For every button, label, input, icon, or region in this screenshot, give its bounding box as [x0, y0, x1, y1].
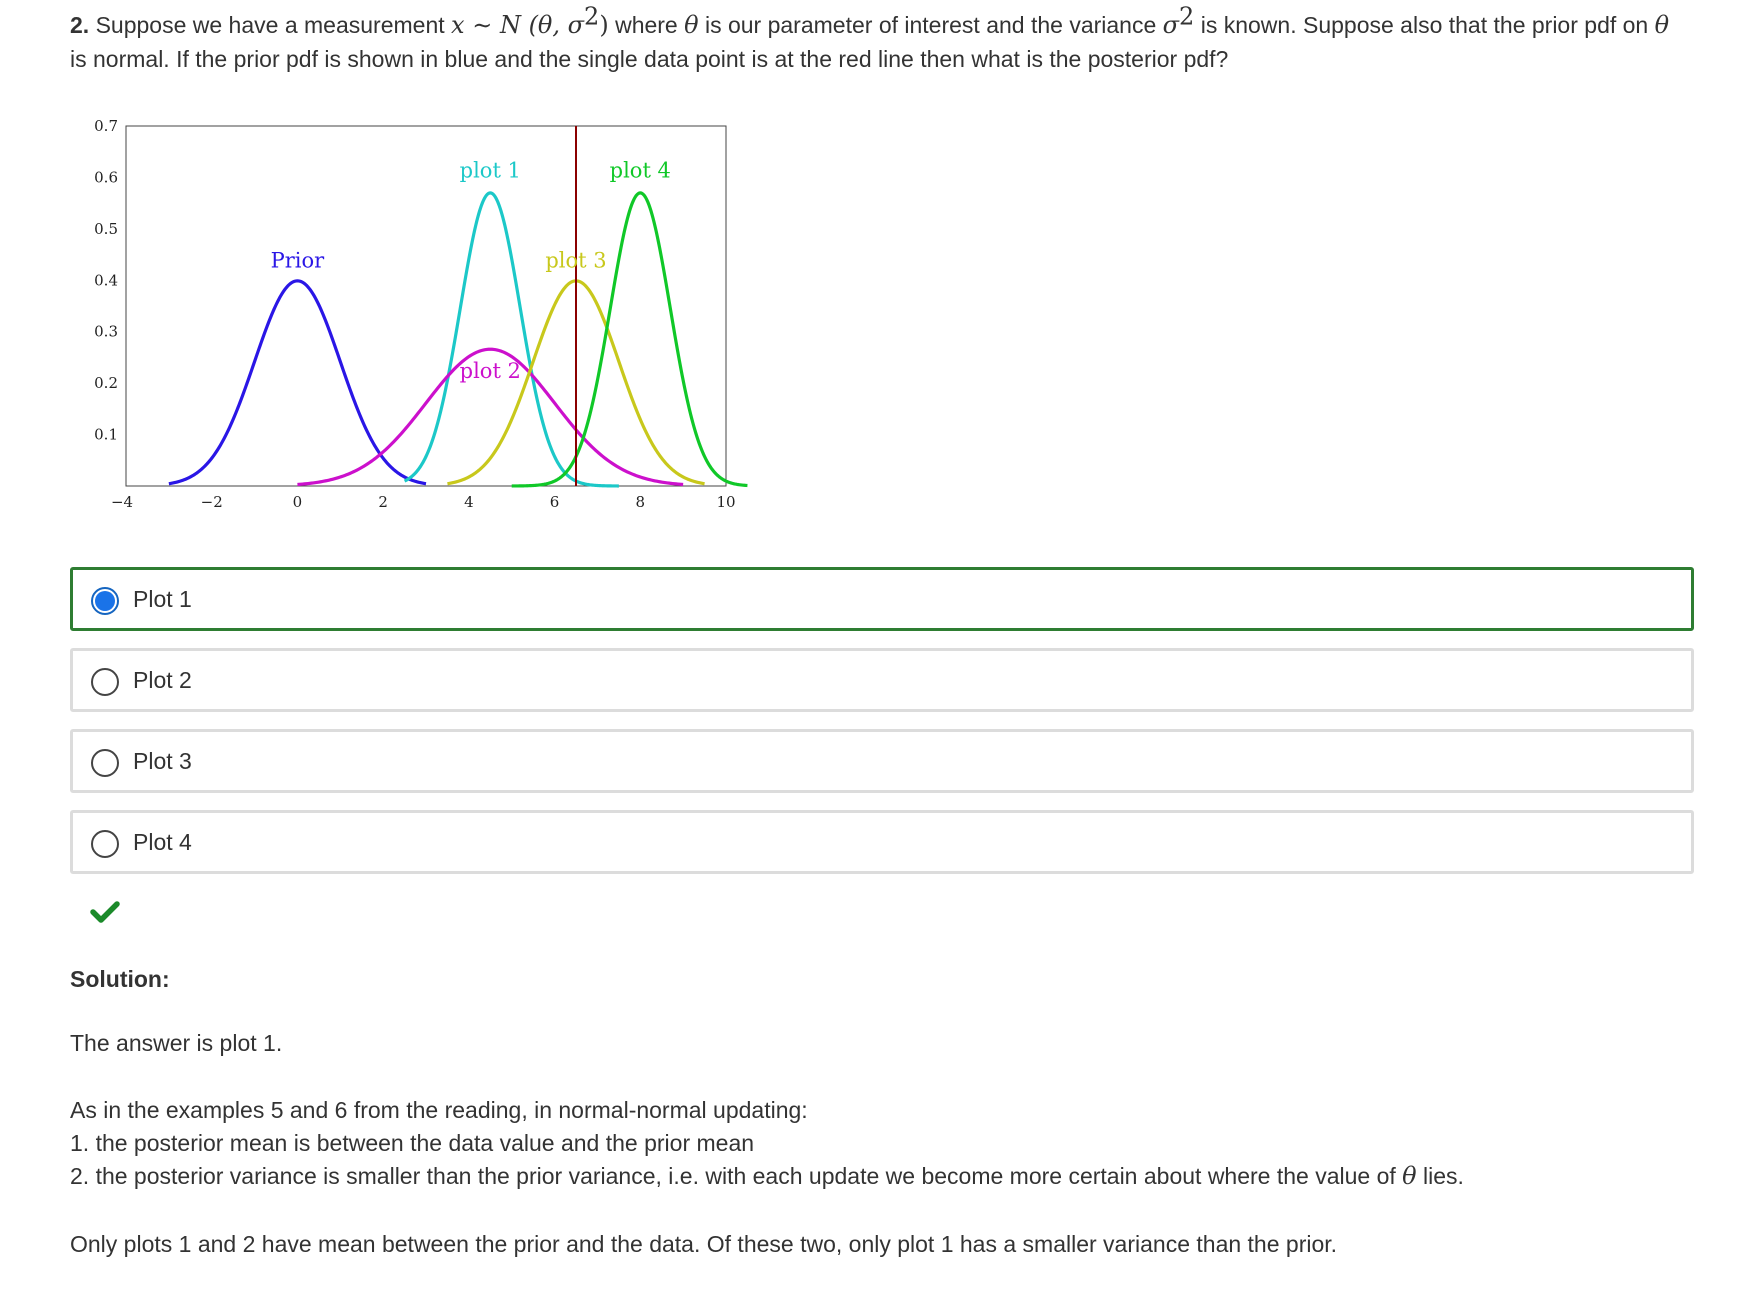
option-label: Plot 1 [133, 586, 192, 612]
curve-plot-1 [403, 191, 619, 488]
x-tick-label: 0 [293, 493, 303, 511]
option-plot-3[interactable]: Plot 3 [70, 729, 1694, 793]
curve-plot-2 [297, 347, 684, 487]
curve-label-plot-2: plot 2 [460, 359, 521, 383]
x-tick-label: 2 [378, 493, 388, 511]
curve-label-prior: Prior [271, 248, 326, 272]
solution-conclusion: Only plots 1 and 2 have mean between the… [70, 1231, 1338, 1257]
option-plot-2[interactable]: Plot 2 [70, 648, 1694, 712]
radio-button[interactable] [91, 668, 119, 696]
option-label: Plot 4 [133, 829, 192, 855]
option-label: Plot 2 [133, 667, 192, 693]
y-tick-label: 0.2 [94, 374, 118, 392]
x-tick-label: −4 [111, 493, 133, 511]
solution-intro: As in the examples 5 and 6 from the read… [70, 1097, 808, 1123]
radio-button[interactable] [91, 749, 119, 777]
x-tick-label: 8 [636, 493, 646, 511]
question-number: 2. [70, 12, 90, 38]
x-tick-label: −2 [201, 493, 223, 511]
y-tick-label: 0.7 [94, 117, 118, 135]
solution-title: Solution: [70, 966, 170, 992]
curve-label-plot-3: plot 3 [545, 248, 606, 272]
curve-plot-4 [511, 191, 748, 488]
y-tick-label: 0.1 [94, 426, 118, 444]
x-tick-label: 10 [716, 493, 735, 511]
curve-label-plot-1: plot 1 [460, 158, 521, 182]
y-tick-label: 0.6 [94, 168, 118, 186]
x-tick-label: 6 [550, 493, 560, 511]
curve-label-plot-4: plot 4 [610, 158, 671, 182]
option-plot-4[interactable]: Plot 4 [70, 810, 1694, 874]
question-text: 2. Suppose we have a measurement x ∼ N (… [70, 2, 1670, 72]
y-tick-label: 0.5 [94, 220, 118, 238]
solution-answer: The answer is plot 1. [70, 1030, 283, 1056]
radio-button-selected[interactable] [91, 587, 119, 615]
plot-frame [125, 125, 727, 487]
correct-checkmark-icon [90, 901, 120, 923]
y-tick-label: 0.4 [94, 271, 118, 289]
curve-prior [168, 279, 427, 486]
option-label: Plot 3 [133, 748, 192, 774]
radio-button[interactable] [91, 830, 119, 858]
x-tick-label: 4 [464, 493, 474, 511]
normal-pdf-chart: 0.1 0.2 0.3 0.4 0.5 0.6 0.7 −4 −2 0 2 4 6 8 10 Prior plo… [94, 117, 748, 511]
solution-point-1: 1. the posterior mean is between the dat… [70, 1130, 755, 1156]
solution-point-2: 2. the posterior variance is smaller tha… [70, 1162, 1464, 1190]
option-plot-1[interactable]: Plot 1 [70, 567, 1694, 631]
y-tick-label: 0.3 [94, 323, 118, 341]
